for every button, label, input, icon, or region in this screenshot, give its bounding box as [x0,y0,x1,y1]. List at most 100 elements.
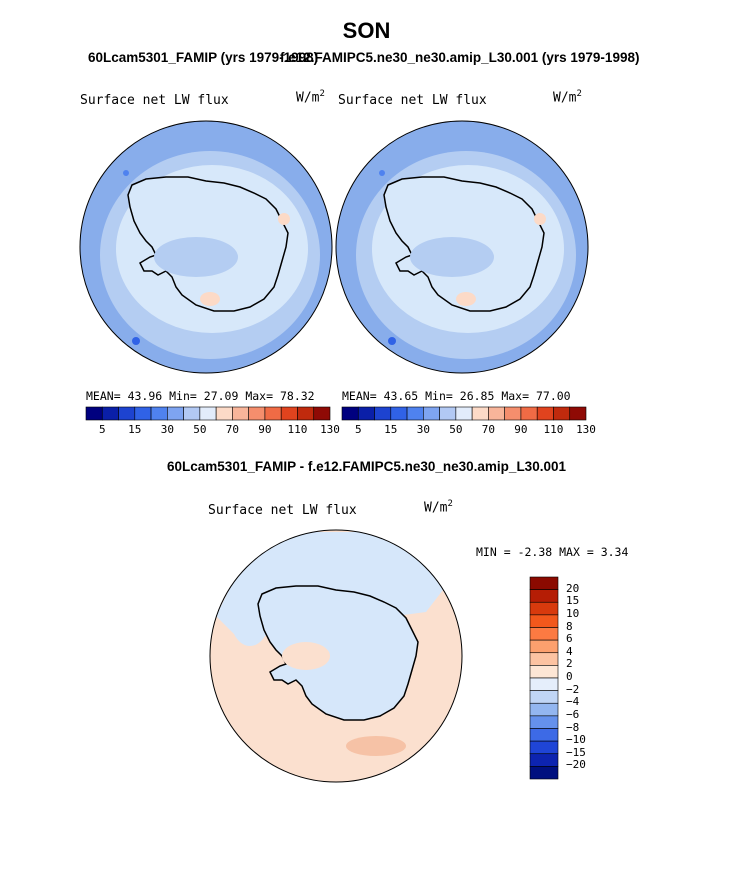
left-case-title: 60Lcam5301_FAMIP (yrs 1979-1998) [88,50,319,65]
left-cold-patch [132,337,140,345]
diff-colorbar-tick: 15 [566,594,580,608]
diff-colorbar-tick: −2 [566,682,580,696]
left-max-label: Max= [245,389,274,403]
right-colorbar-tick: 110 [543,423,564,436]
diff-colorbar-swatch [529,728,559,742]
diff-colorbar-swatch [529,690,559,704]
right-mean-value: 43.65 [383,389,419,403]
left-panel-label: Surface net LW flux [80,93,229,108]
right-colorbar-swatch [439,406,457,421]
right-colorbar-tick: 30 [416,423,430,436]
right-colorbar-swatch [471,406,489,421]
right-panel-label: Surface net LW flux [338,93,487,108]
left-warm-patch-2 [200,292,220,306]
right-colorbar-swatch [374,406,392,421]
diff-colorbar-swatch [529,677,559,691]
diff-colorbar-tick: 2 [566,657,573,671]
right-min-value: 26.85 [459,389,495,403]
left-min-label: Min= [169,389,197,403]
diff-colorbar-swatch [529,614,559,628]
right-colorbar-tick: 90 [514,423,528,436]
right-colorbar-tick: 15 [384,423,398,436]
right-mean-label: MEAN= [342,389,377,403]
right-colorbar-swatch [406,406,424,421]
diff-colorbar-tick: −20 [566,758,586,772]
left-colorbar [85,406,331,421]
diff-positive-band [346,736,406,756]
diff-colorbar-swatch [529,702,559,717]
right-colorbar-tick: 5 [354,423,362,436]
diff-colorbar-swatch [529,665,559,679]
diff-colorbar-tick: −8 [566,720,580,734]
left-ross-band [154,237,238,277]
left-map [79,120,333,374]
diff-max-value: 3.34 [600,545,629,559]
right-colorbar-swatch [455,406,473,421]
diff-colorbar-tick: −6 [566,707,580,721]
left-max-value: 78.32 [279,389,315,403]
diff-colorbar-swatch [529,715,559,729]
diff-title: 60Lcam5301_FAMIP - f.e12.FAMIPC5.ne30_ne… [167,459,566,474]
left-colorbar-swatch [150,406,168,421]
right-case-title: f.e12.FAMIPC5.ne30_ne30.amip_L30.001 (yr… [280,50,640,65]
left-colorbar-tick: 110 [287,423,308,436]
left-colorbar-swatch [232,406,249,421]
left-map-border [79,120,333,374]
diff-colorbar-tick: 6 [566,632,573,646]
left-colorbar-swatch [101,406,119,421]
left-colorbar-tick: 5 [98,423,106,436]
diff-map [209,529,463,783]
right-stats: MEAN= 43.65 Min= 26.85 Max= 77.00 [342,389,571,403]
right-ross-band [410,237,494,277]
left-cold-patch-2 [123,170,129,176]
right-cold-patch [388,337,396,345]
right-colorbar-swatch [390,406,408,421]
right-cold-patch-2 [379,170,385,176]
left-panel-units: W/m2 [296,89,325,106]
left-warm-patch [278,213,290,225]
left-colorbar-swatch [264,406,282,421]
diff-colorbar-tick: 4 [566,644,573,658]
left-colorbar-swatch [199,406,217,421]
diff-min-value: -2.38 [517,545,553,559]
left-stats: MEAN= 43.96 Min= 27.09 Max= 78.32 [86,389,315,403]
left-colorbar-tick: 50 [193,423,207,436]
left-colorbar-tick: 70 [225,423,240,436]
diff-panel-units: W/m2 [424,499,453,516]
diff-map-border [209,529,463,783]
diff-colorbar-swatch [529,753,559,767]
right-max-label: Max= [501,389,530,403]
diff-colorbar-swatch [529,740,559,755]
diff-stats: MIN = -2.38 MAX = 3.34 [476,545,628,559]
diff-positive-patch [282,642,330,670]
left-colorbar-tick: 30 [160,423,174,436]
diff-colorbar-swatch [529,627,559,641]
right-min-label: Min= [425,389,453,403]
right-colorbar [341,406,587,421]
diff-colorbar-swatch [529,652,559,666]
diff-colorbar-swatch [529,766,559,780]
diff-colorbar-swatch [529,589,559,603]
diff-colorbar-tick: 0 [566,670,573,683]
right-colorbar-tick: 130 [576,423,596,436]
right-colorbar-swatch [357,406,375,421]
right-colorbar-swatch [553,406,571,421]
right-colorbar-swatch [569,406,587,421]
left-colorbar-swatch [248,406,266,421]
diff-min-label: MIN = [476,545,511,559]
right-map [335,120,589,374]
diff-colorbar-tick: −4 [566,695,580,709]
main-title: SON [342,18,391,43]
diff-colorbar-swatch [529,576,559,590]
right-warm-patch-2 [456,292,476,306]
diff-colorbar-tick: 10 [566,606,580,620]
right-colorbar-tick: 70 [481,423,496,436]
left-mean-label: MEAN= [86,389,121,403]
diff-colorbar-tick: −15 [566,745,586,759]
left-colorbar-swatch [85,406,103,421]
diff-colorbar-tick: 20 [566,581,580,595]
diff-colorbar-swatch [529,601,559,616]
right-colorbar-swatch [341,406,359,421]
right-colorbar-swatch [488,406,505,421]
